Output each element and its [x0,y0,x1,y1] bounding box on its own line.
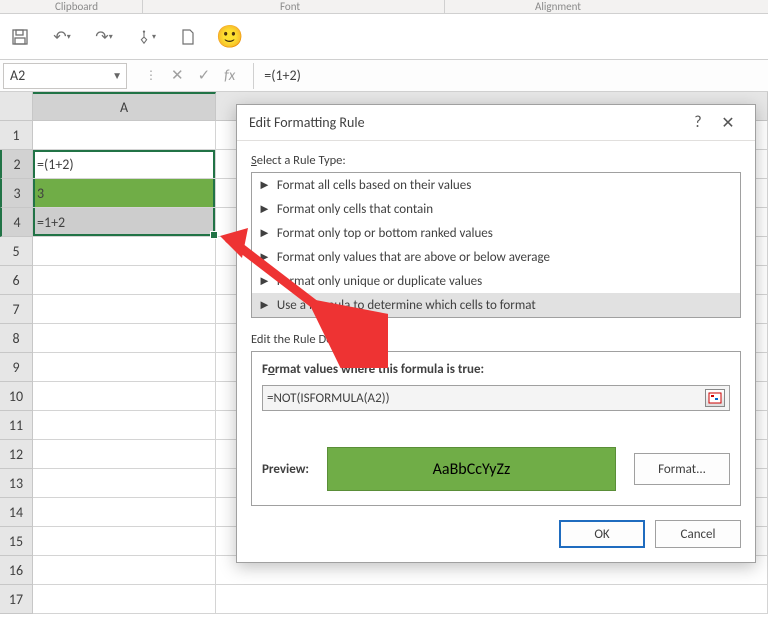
formula-dropdown-icon[interactable]: ⋮ [145,68,157,83]
ribbon-group-clipboard: Clipboard [55,0,98,13]
row-header[interactable]: 6 [0,266,33,295]
row-header[interactable]: 17 [0,585,33,614]
row-header[interactable]: 14 [0,498,33,527]
edit-rule-description-label: Edit the Rule Description: [251,332,741,347]
cell-A3[interactable]: 3 [33,179,216,208]
quick-access-toolbar: ↶▾ ↷▾ ▾ 🙂 [0,14,768,60]
column-header-A[interactable]: A [33,92,216,121]
preview-label: Preview: [262,462,309,477]
cell-A2[interactable]: =(1+2) [33,150,216,179]
touch-mode-icon[interactable]: ▾ [136,27,156,47]
dialog-help-icon[interactable]: ? [683,113,713,132]
ribbon-group-alignment: Alignment [535,0,581,13]
row-header[interactable]: 1 [0,121,33,150]
row-header[interactable]: 12 [0,440,33,469]
row-header[interactable]: 9 [0,353,33,382]
name-box-dropdown-icon[interactable]: ▼ [112,69,122,82]
cell-A4[interactable]: =1+2 [33,208,216,237]
redo-icon[interactable]: ↷▾ [94,27,114,47]
ok-button[interactable]: OK [559,520,645,548]
row-header[interactable]: 8 [0,324,33,353]
rule-type-item[interactable]: ►Format only unique or duplicate values [252,269,740,293]
preview-sample-text: AaBbCcYyZz [433,460,511,479]
rule-type-item[interactable]: ►Format only top or bottom ranked values [252,221,740,245]
undo-icon[interactable]: ↶▾ [52,27,72,47]
ribbon-group-font: Font [280,0,300,13]
row-header[interactable]: 2 [0,150,33,179]
preview-swatch: AaBbCcYyZz [327,447,616,491]
edit-formatting-rule-dialog: Edit Formatting Rule ? ✕ Select a Rule T… [236,104,756,563]
formula-input[interactable]: =NOT(ISFORMULA(A2)) [262,385,730,411]
row-header[interactable]: 3 [0,179,33,208]
dialog-close-icon[interactable]: ✕ [713,113,743,133]
formula-cancel-icon[interactable]: ✕ [171,66,184,85]
select-all-corner[interactable] [0,92,33,121]
row-header[interactable]: 4 [0,208,33,237]
row-header[interactable]: 10 [0,382,33,411]
rule-type-item-selected[interactable]: ►Use a formula to determine which cells … [252,293,740,317]
feedback-smile-icon[interactable]: 🙂 [220,27,240,47]
row-header[interactable]: 5 [0,237,33,266]
formula-bar-row: A2 ▼ ⋮ ✕ ✓ fx =(1+2) [0,60,768,92]
dialog-titlebar: Edit Formatting Rule ? ✕ [237,105,755,141]
row-header[interactable]: 13 [0,469,33,498]
name-box-value: A2 [10,67,25,84]
rule-type-item[interactable]: ►Format only values that are above or be… [252,245,740,269]
ribbon-group-labels: Clipboard Font Alignment [0,0,768,14]
row-header[interactable]: 15 [0,527,33,556]
save-icon[interactable] [10,27,30,47]
cancel-button[interactable]: Cancel [655,520,741,548]
formula-input-value: =NOT(ISFORMULA(A2)) [267,391,390,406]
rule-type-item[interactable]: ►Format only cells that contain [252,197,740,221]
formula-accept-icon[interactable]: ✓ [198,66,211,85]
rule-type-list[interactable]: ►Format all cells based on their values … [251,172,741,318]
new-file-icon[interactable] [178,27,198,47]
fx-icon[interactable]: fx [224,67,235,85]
range-picker-icon[interactable] [705,389,725,407]
rule-description-box: Format values where this formula is true… [251,351,741,506]
formula-bar-value: =(1+2) [264,67,301,84]
dialog-title: Edit Formatting Rule [249,114,365,131]
formula-condition-label: Format values where this formula is true… [262,362,730,377]
row-header[interactable]: 11 [0,411,33,440]
format-button[interactable]: Format... [634,453,730,485]
name-box[interactable]: A2 ▼ [3,63,127,89]
row-header[interactable]: 16 [0,556,33,585]
row-header[interactable]: 7 [0,295,33,324]
cell-A1[interactable] [33,121,216,150]
select-rule-type-label: Select a Rule Type: [251,153,741,168]
formula-bar[interactable]: =(1+2) [253,63,768,89]
rule-type-item[interactable]: ►Format all cells based on their values [252,173,740,197]
